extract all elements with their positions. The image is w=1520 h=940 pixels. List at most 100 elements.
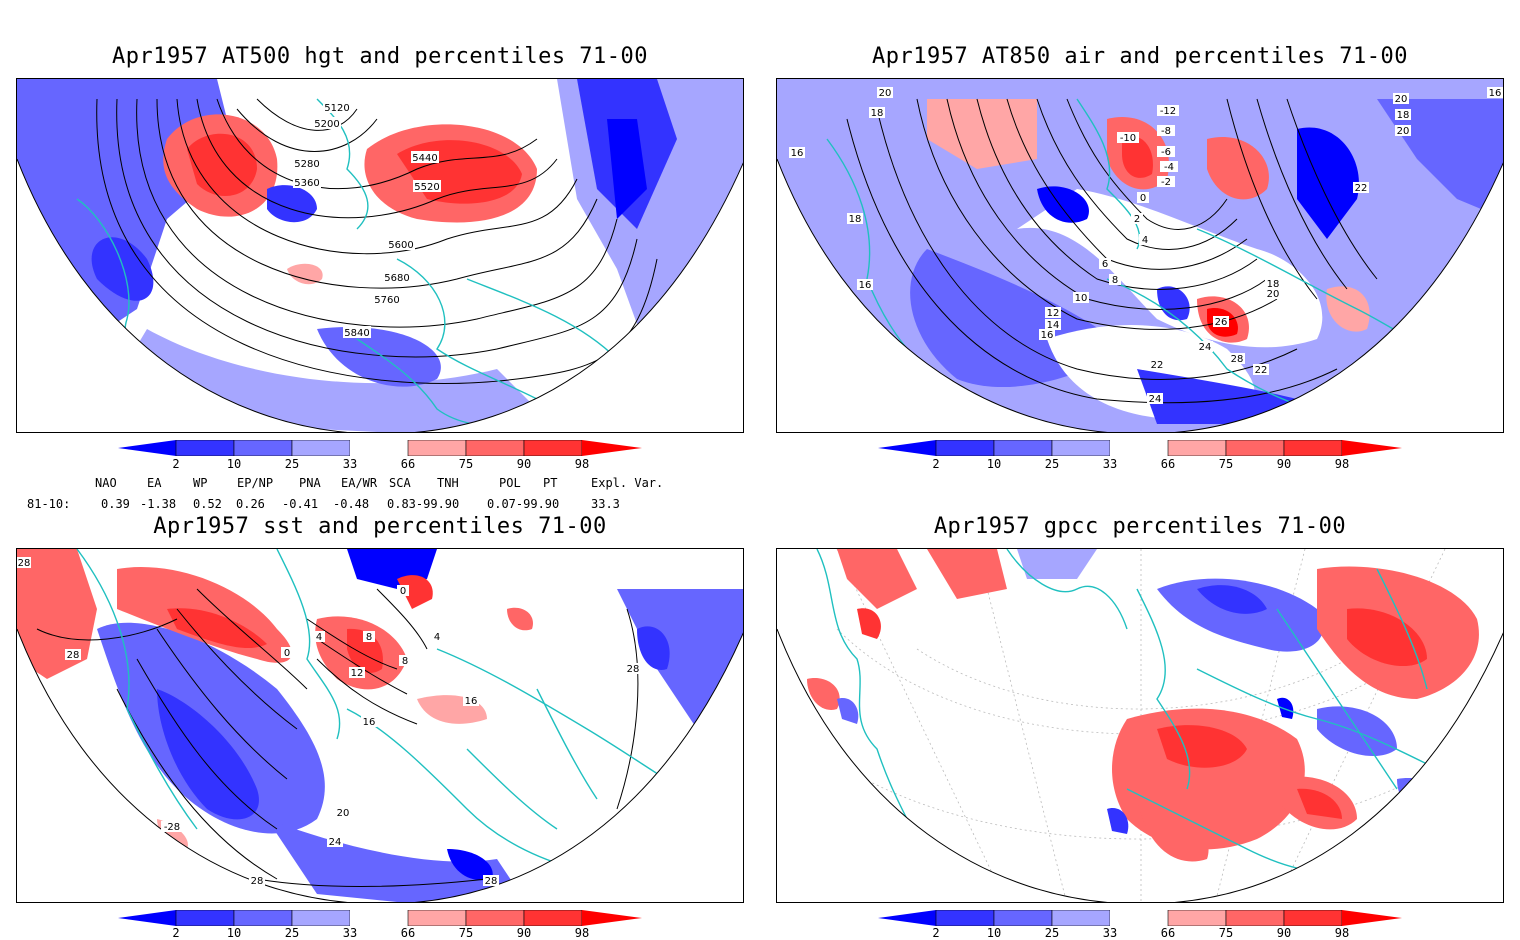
colorbar-label: 75 [1218, 457, 1234, 471]
contour-label: 5360 [294, 178, 319, 189]
contour-label: 20 [879, 88, 892, 99]
colorbar-label: 33 [342, 457, 358, 471]
contour-label: 4 [316, 632, 322, 643]
index-value: 0.07-99.90 [487, 497, 560, 511]
contour-label: 24 [1149, 394, 1162, 405]
index-header: SCA [389, 476, 411, 490]
index-value: -0.48 [333, 497, 370, 511]
colorbar-label: 25 [284, 457, 300, 471]
colorbar-label: 33 [1102, 457, 1118, 471]
index-header: EA/WR [341, 476, 378, 490]
index-header: PT [543, 476, 558, 490]
index-header: EA [147, 476, 162, 490]
colorbar-label: 10 [986, 926, 1002, 940]
contour-label: 20 [1395, 94, 1408, 105]
contour-label: 18 [1397, 110, 1410, 121]
contour-label: 0 [1140, 193, 1146, 204]
teleconnection-indices: NAO EA WP EP/NP PNA EA/WR SCA TNH POL PT… [0, 476, 760, 512]
colorbar-label: 66 [1160, 457, 1176, 471]
map-panel-hgt500: 5120 5200 5280 5360 5440 5520 5600 5680 … [16, 78, 744, 433]
contour-label: 8 [402, 656, 408, 667]
contour-label: 5840 [344, 328, 369, 339]
contour-label: 4 [434, 632, 440, 643]
contour-label: 28 [1231, 354, 1244, 365]
contour-label: 16 [465, 696, 478, 707]
panel-title-hgt500: Apr1957 AT500 hgt and percentiles 71-00 [111, 44, 649, 69]
colorbar-label: 10 [986, 457, 1002, 471]
contour-label: 16 [859, 280, 872, 291]
contour-label: 8 [366, 632, 372, 643]
contour-label: 20 [1267, 289, 1280, 300]
contour-label: 22 [1255, 365, 1268, 376]
contour-label: 20 [1397, 126, 1410, 137]
map-panel-air850: 20 18 16 18 16 -12 -10 -8 -6 -4 -2 0 2 4… [776, 78, 1504, 433]
colorbar-label: 10 [226, 457, 242, 471]
colorbar-label: 33 [342, 926, 358, 940]
contour-label: 28 [627, 664, 640, 675]
panel-title-gpcc: Apr1957 gpcc percentiles 71-00 [933, 514, 1347, 539]
contour-label: 16 [791, 148, 804, 159]
colorbar-label: 66 [1160, 926, 1176, 940]
index-value: 33.3 [591, 497, 620, 511]
colorbar-label: 2 [172, 457, 180, 471]
contour-label: 4 [1142, 235, 1148, 246]
colorbar-label: 75 [458, 926, 474, 940]
contour-label: 22 [1355, 183, 1368, 194]
contour-label: 0 [400, 586, 406, 597]
contour-label: 16 [1489, 88, 1502, 99]
contour-label: -4 [1164, 162, 1174, 173]
contour-label: 8 [1112, 275, 1118, 286]
contour-label: 24 [329, 837, 342, 848]
contour-label: 18 [1267, 279, 1280, 290]
contour-label: 16 [1041, 330, 1054, 341]
index-value: 0.52 [193, 497, 222, 511]
colorbar-top-left: 2 10 25 33 66 75 90 98 [118, 440, 642, 474]
colorbar-label: 98 [574, 457, 590, 471]
contour-label: 24 [1199, 342, 1212, 353]
contour-label: -12 [1160, 106, 1176, 117]
contour-label: 5520 [414, 182, 439, 193]
colorbar-label: 2 [932, 926, 940, 940]
colorbar-label: 75 [1218, 926, 1234, 940]
map-panel-gpcc [776, 548, 1504, 903]
index-header: PNA [299, 476, 321, 490]
colorbar-label: 90 [1276, 926, 1292, 940]
contour-label: -8 [1161, 126, 1171, 137]
contour-label: 28 [251, 876, 264, 887]
contour-label: 28 [485, 876, 498, 887]
panel-title-sst: Apr1957 sst and percentiles 71-00 [153, 514, 607, 539]
contour-label: 28 [67, 650, 80, 661]
index-value: -1.38 [140, 497, 177, 511]
contour-label: -6 [1161, 147, 1171, 158]
contour-label: 5600 [388, 240, 413, 251]
colorbar-label: 25 [1044, 926, 1060, 940]
index-value: 0.83-99.90 [387, 497, 460, 511]
colorbar-label: 25 [284, 926, 300, 940]
colorbar-top-right: 2 10 25 33 66 75 90 98 [878, 440, 1402, 474]
contour-label: 20 [337, 808, 350, 819]
contour-label: 0 [284, 648, 290, 659]
colorbar-bottom-right: 2 10 25 33 66 75 90 98 [878, 910, 1402, 940]
colorbar-label: 66 [400, 457, 416, 471]
contour-label: 5280 [294, 159, 319, 170]
contour-label: 5760 [374, 295, 399, 306]
contour-label: 6 [1102, 259, 1108, 270]
contour-label: 22 [1151, 360, 1164, 371]
index-value: -0.41 [282, 497, 319, 511]
index-row-label: 81-10: [27, 497, 71, 511]
index-header: POL [499, 476, 521, 490]
index-header: Expl. Var. [591, 476, 664, 490]
colorbar-label: 10 [226, 926, 242, 940]
contour-label: 2 [1134, 214, 1140, 225]
colorbar-label: 33 [1102, 926, 1118, 940]
colorbar-label: 98 [574, 926, 590, 940]
colorbar-label: 98 [1334, 457, 1350, 471]
index-value: 0.39 [101, 497, 130, 511]
contour-label: -2 [1161, 177, 1171, 188]
index-value: 0.26 [236, 497, 265, 511]
colorbar-label: 66 [400, 926, 416, 940]
contour-label: 5200 [314, 119, 339, 130]
colorbar-label: 2 [932, 457, 940, 471]
contour-label: 5440 [412, 153, 437, 164]
contour-label: 10 [1075, 293, 1088, 304]
